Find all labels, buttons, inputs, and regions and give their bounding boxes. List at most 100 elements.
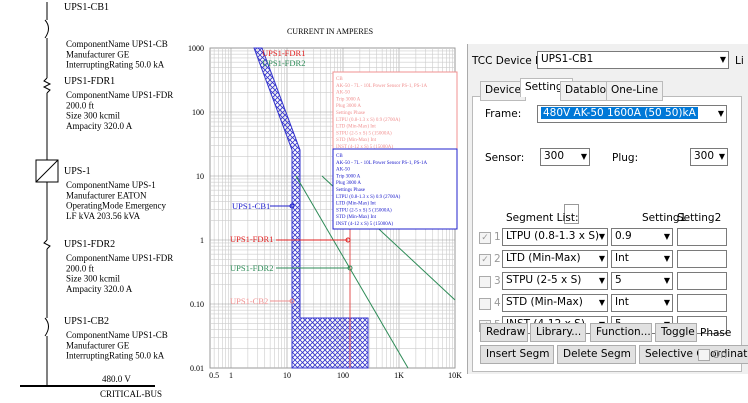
segment-list-label: Segment List: [506, 212, 579, 224]
dropdown-arrow: ▼ [718, 152, 725, 161]
info-line: LTD (Min-Max) Int [336, 202, 376, 207]
component-detail: Manufacturer GE [66, 340, 130, 350]
info-line: Plug 3000 A [336, 104, 361, 109]
combo-value: Int [615, 296, 629, 308]
component-detail: LF kVA 203.56 kVA [66, 211, 141, 221]
curve-label: UPS1-FDR2 [262, 58, 305, 68]
curve-label: UPS1-CB2 [230, 296, 268, 306]
x-tick-label: 100 [337, 371, 349, 380]
button[interactable]: Toggle [655, 323, 697, 342]
info-line: STD (Min-Max) Int [336, 215, 377, 220]
setting1-combo[interactable]: Int ▼ [611, 294, 673, 312]
info-line: AK-50 - 7L - 10L Power Sensor PS-1, PS-1… [336, 84, 428, 89]
segment-number: 1 [494, 231, 501, 243]
combo-value: 0.9 [615, 230, 632, 242]
component-name: UPS1-CB2 [64, 316, 109, 327]
setting2-combo[interactable] [677, 272, 727, 290]
plug-combo[interactable]: 300 ▼ [690, 148, 728, 166]
button[interactable]: Function... [590, 323, 652, 342]
component-name: UPS1-FDR2 [64, 239, 115, 250]
info-line: CB [336, 77, 343, 82]
info-line: Settings Phase [336, 188, 366, 193]
setting2-combo[interactable] [677, 250, 727, 268]
combo-value: 300 [694, 150, 715, 162]
info-line: AK-50 - 7L - 10L Power Sensor PS-1, PS-1… [336, 161, 428, 166]
arrow-head [347, 265, 353, 271]
setting1-label: Setting1 [642, 212, 687, 224]
plot-title: CURRENT IN AMPERES [287, 27, 373, 36]
dropdown-arrow: ▼ [580, 152, 587, 161]
bus-voltage: 480.0 V [102, 374, 131, 384]
y-tick-label: 1000 [188, 44, 204, 53]
combo-value: Int [615, 252, 629, 264]
segment-combo[interactable]: LTPU (0.8-1.3 x S) ▼ [502, 228, 608, 246]
x-tick-label: 0.5 [209, 371, 219, 380]
info-line: STPU (2-5 x S) 5 (15000A) [336, 208, 392, 213]
bus-name: CRITICAL-BUS [100, 389, 162, 399]
component-detail: InterruptingRating 50.0 kA [66, 60, 165, 70]
x-tick-label: 10K [448, 371, 462, 380]
setting1-combo[interactable]: 5▼ [611, 272, 673, 290]
info-line: Trip 3000 A [336, 97, 361, 102]
segment-number: 3 [494, 275, 501, 287]
tab[interactable]: One-Line [606, 81, 664, 101]
segment-checkbox[interactable]: ✓ [479, 232, 491, 244]
component-detail: ComponentName UPS-1 [66, 180, 156, 190]
sensor-label: Sensor: [485, 152, 525, 164]
spinner [564, 204, 579, 224]
setting2-combo[interactable] [677, 228, 727, 246]
y-tick-label: 0.01 [190, 364, 204, 373]
tcc-plot: CURRENT IN AMPERES 1000 100 10 1 0.10 0.01 0.5 1… [188, 27, 462, 380]
cut-label: Li [735, 55, 744, 67]
arrow-head [289, 298, 295, 304]
component-detail: InterruptingRating 50.0 kA [66, 351, 165, 361]
setting2-combo[interactable] [677, 294, 727, 312]
combo-value: 5 [615, 274, 622, 286]
dropdown-arrow: ▼ [719, 55, 726, 64]
cb1-curve [253, 47, 369, 369]
setting1-combo[interactable]: Int ▼ [611, 250, 673, 268]
segment-combo[interactable]: STPU (2-5 x S) ▼ [502, 272, 608, 290]
combo-value: UPS1-CB1 [541, 53, 594, 65]
info-line: INST (4-12 x S) 5 (15000A) [336, 222, 393, 227]
segment-combo[interactable]: STD (Min-Max) ▼ [502, 294, 608, 312]
info-line: LTD (Min-Max) Int [336, 125, 376, 130]
device-combo[interactable]: UPS1-CB1 ▼ [537, 51, 729, 69]
setting2-label: Setting2 [677, 212, 722, 224]
on-checkbox[interactable] [698, 349, 710, 361]
segment-number: 4 [494, 297, 501, 309]
frame-combo[interactable]: 480V AK-50 1600A (50 50)kA ▼ [537, 105, 727, 123]
on-label: On [712, 349, 727, 361]
component-detail: 200.0 ft [66, 263, 94, 273]
curve-label: UPS1-CB1 [232, 201, 270, 211]
segment-checkbox[interactable]: ✓ [479, 254, 491, 266]
combo-value: STPU (2-5 x S) [506, 274, 582, 286]
segment-checkbox[interactable] [479, 298, 491, 310]
diagram: CURRENT IN AMPERES 1000 100 10 1 0.10 0.01 0.5 1… [20, 2, 462, 399]
component-detail: ComponentName UPS1-FDR [66, 90, 173, 100]
component-name: UPS-1 [64, 166, 91, 177]
button[interactable]: Library... [530, 323, 586, 342]
curve-label: UPS1-FDR1 [262, 48, 305, 58]
button[interactable]: Redraw [480, 323, 528, 342]
dropdown-arrow: ▼ [663, 276, 670, 285]
curve-label: UPS1-FDR1 [230, 234, 273, 244]
segment-combo[interactable]: LTD (Min-Max) ▼ [502, 250, 608, 268]
dropdown-arrow: ▼ [598, 254, 605, 263]
dropdown-arrow: ▼ [663, 254, 670, 263]
button[interactable]: Insert Segm [480, 345, 554, 364]
component-detail: Manufacturer EATON [66, 190, 147, 200]
button[interactable]: Selective Coordination... [639, 345, 748, 364]
segment-checkbox[interactable] [479, 276, 491, 288]
segment-number: 2 [494, 253, 501, 265]
info-line: STPU (2-5 x S) 5 (15000A) [336, 131, 392, 136]
curve-label: UPS1-FDR2 [230, 263, 273, 273]
fdr2-curve [295, 175, 409, 369]
component-detail: Ampacity 320.0 A [66, 121, 133, 131]
setting1-combo[interactable]: 0.9 ▼ [611, 228, 673, 246]
sensor-combo[interactable]: 300 ▼ [540, 148, 590, 166]
component-name: UPS1-CB1 [64, 2, 109, 13]
combo-value: LTD (Min-Max) [506, 252, 581, 264]
button[interactable]: Delete Segm [557, 345, 636, 364]
